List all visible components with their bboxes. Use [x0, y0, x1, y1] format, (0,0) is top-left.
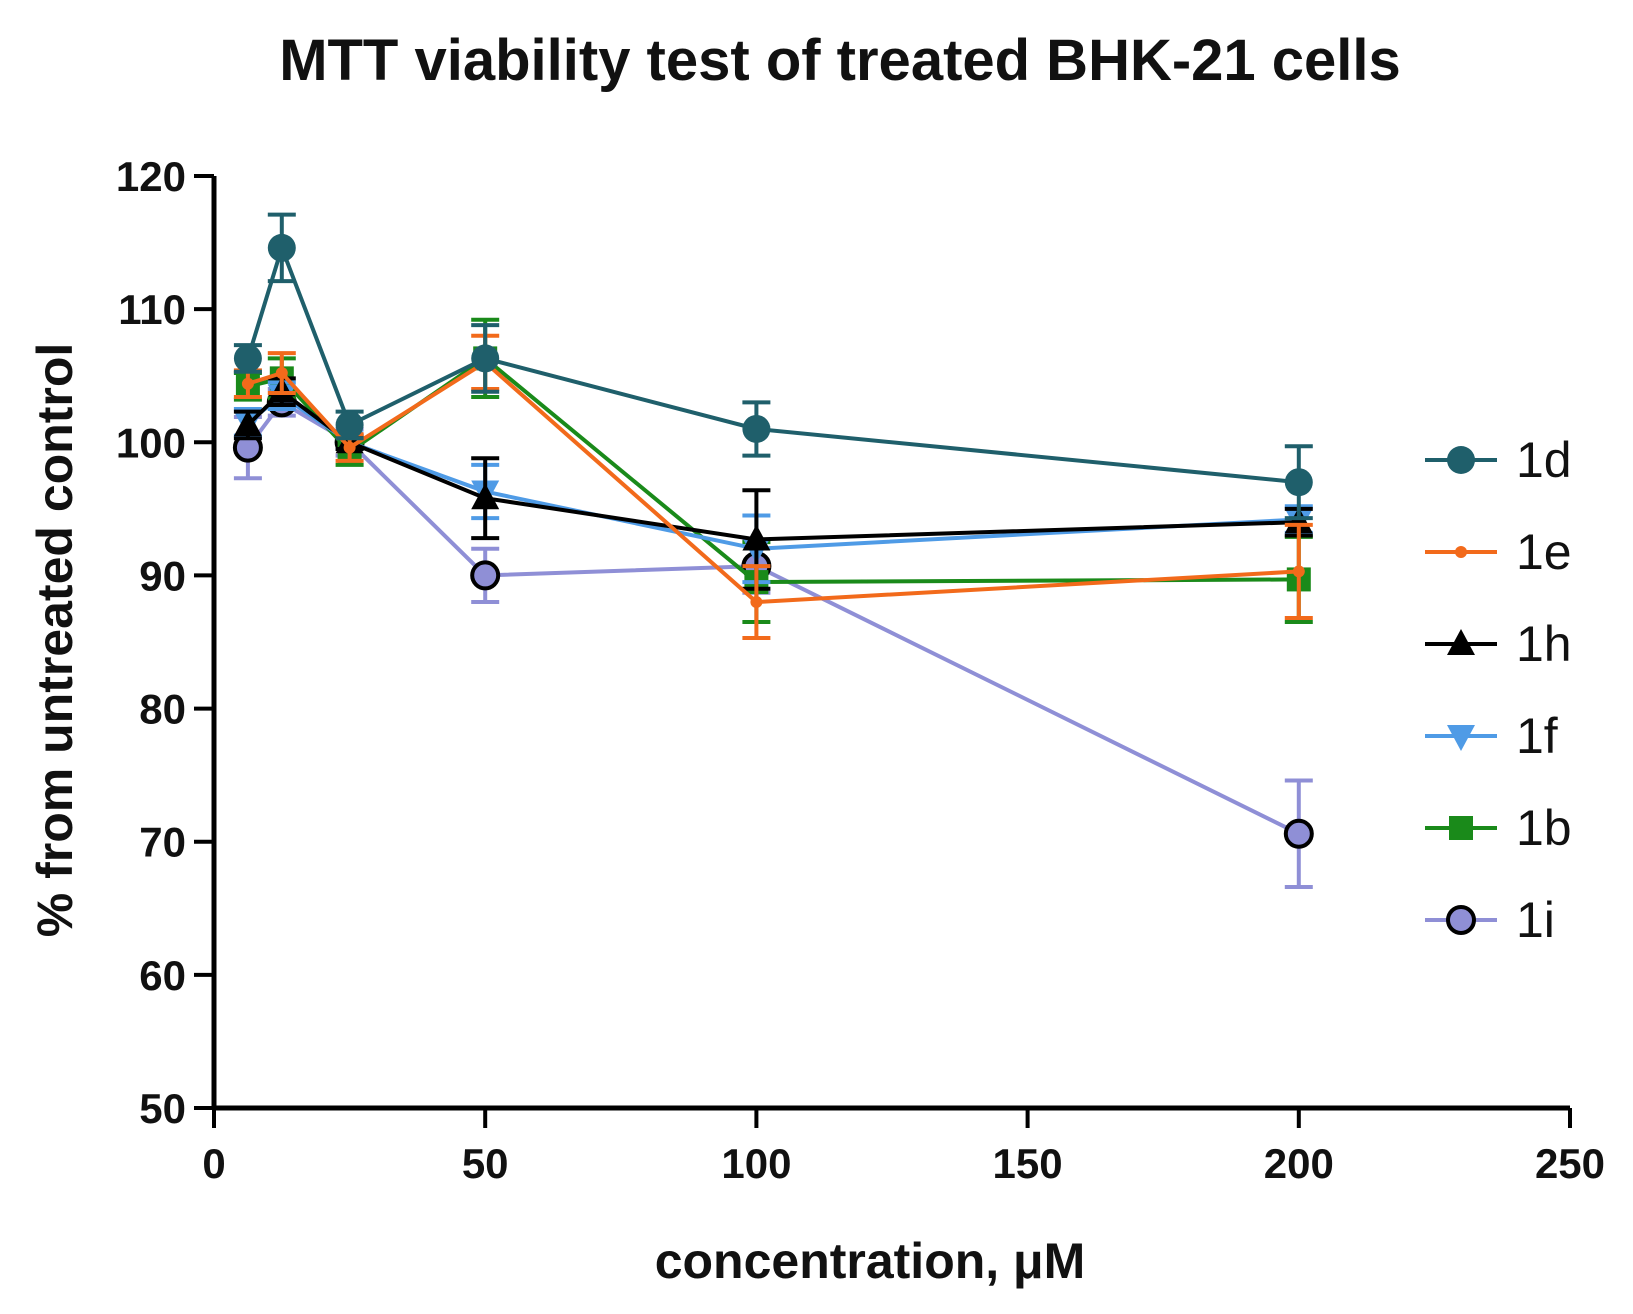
legend: 1d 1e 1h 1f 1b 1i — [1425, 432, 1572, 948]
legend-item-1i: 1i — [1425, 892, 1555, 948]
data-point — [742, 414, 771, 443]
data-point — [275, 367, 288, 380]
legend-item-1d: 1d — [1425, 432, 1572, 488]
legend-label: 1e — [1516, 524, 1572, 580]
legend-marker — [1446, 905, 1476, 935]
data-point — [1292, 565, 1305, 578]
data-point — [343, 441, 356, 454]
y-tick-label: 50 — [139, 1085, 186, 1132]
series-1f — [233, 380, 1313, 585]
legend-marker — [1455, 546, 1467, 558]
legend-item-1e: 1e — [1425, 524, 1572, 580]
data-point — [742, 524, 771, 551]
legend-label: 1h — [1516, 616, 1572, 672]
x-tick-label: 50 — [462, 1140, 509, 1187]
data-point — [750, 596, 763, 609]
legend-label: 1b — [1516, 800, 1572, 856]
y-tick-label: 90 — [139, 552, 186, 599]
legend-item-1h: 1h — [1425, 616, 1572, 672]
series-layer — [232, 212, 1314, 889]
data-point — [233, 344, 262, 373]
y-tick-label: 110 — [118, 286, 186, 333]
legend-marker — [1447, 446, 1475, 474]
x-tick-label: 150 — [993, 1140, 1063, 1187]
chart-title: MTT viability test of treated BHK-21 cel… — [279, 28, 1401, 93]
legend-marker — [1447, 725, 1475, 751]
data-point — [1283, 818, 1314, 849]
legend-item-1b: 1b — [1425, 800, 1572, 856]
data-point — [335, 410, 364, 439]
x-tick-label: 0 — [202, 1140, 225, 1187]
series-1h — [233, 376, 1313, 591]
data-point — [241, 377, 254, 390]
legend-item-1f: 1f — [1425, 708, 1558, 764]
y-tick-label: 60 — [139, 952, 186, 999]
data-point — [470, 560, 501, 591]
data-point — [233, 409, 262, 436]
y-axis-label: % from untreated control — [27, 343, 83, 937]
x-tick-label: 250 — [1535, 1140, 1605, 1187]
x-axis-label: concentration, μM — [655, 1233, 1086, 1289]
legend-marker — [1447, 629, 1475, 655]
axes: 50 60 70 80 90 100 110 120 0 50 100 150 200 250 — [116, 153, 1605, 1187]
data-point — [471, 483, 500, 510]
data-point — [267, 233, 296, 262]
x-tick-label: 200 — [1264, 1140, 1334, 1187]
series-1i — [232, 387, 1314, 889]
y-tick-label: 80 — [139, 686, 186, 733]
legend-label: 1d — [1516, 432, 1572, 488]
y-tick-label: 70 — [139, 819, 186, 866]
y-tick-label: 100 — [116, 419, 186, 466]
legend-marker — [1449, 816, 1473, 840]
data-point — [471, 344, 500, 373]
series-1d — [233, 212, 1313, 521]
y-tick-label: 120 — [116, 153, 186, 200]
legend-label: 1i — [1516, 892, 1555, 948]
legend-label: 1f — [1516, 708, 1558, 764]
data-point — [1284, 468, 1313, 497]
series-line — [245, 241, 1299, 485]
x-tick-label: 100 — [721, 1140, 791, 1187]
